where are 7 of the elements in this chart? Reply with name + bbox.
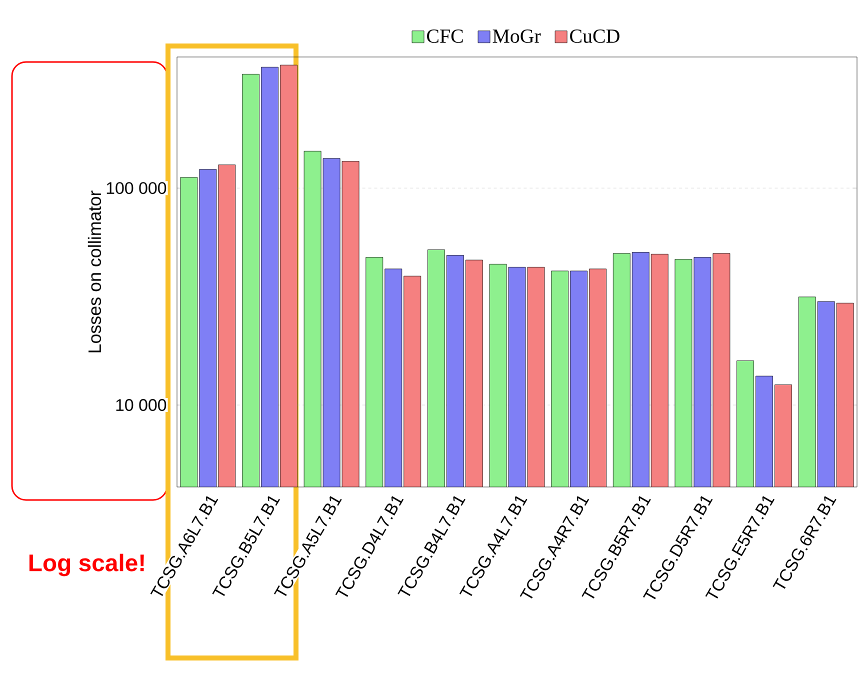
- y-axis-title: Losses on collimator: [88, 190, 102, 352]
- legend-label: CFC: [427, 30, 463, 43]
- legend-label: MoGr: [492, 30, 541, 43]
- legend-label: CuCD: [570, 30, 620, 43]
- y-tick-label: 10 000: [116, 399, 166, 412]
- text: Log scale!: [29, 554, 144, 576]
- y-tick-label: 100 000: [106, 182, 166, 194]
